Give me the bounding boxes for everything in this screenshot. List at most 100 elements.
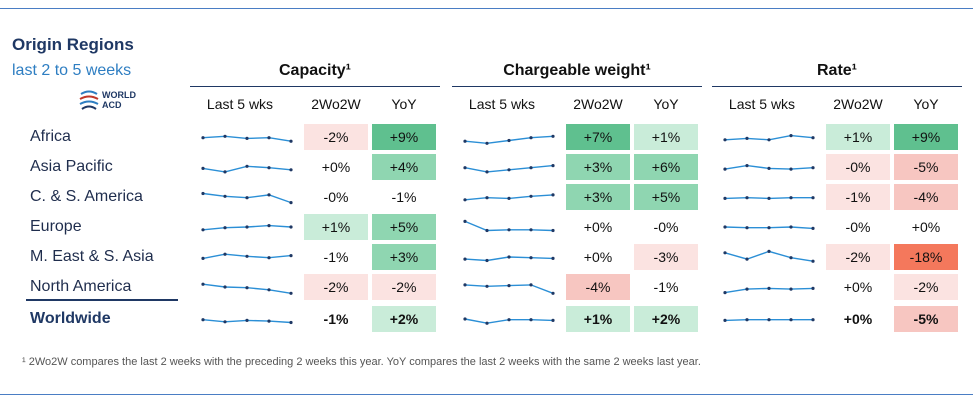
sparkline-point (289, 225, 293, 229)
sparkline-point (529, 136, 533, 140)
sparkline-point (463, 257, 467, 261)
value-cell: -2% (826, 244, 890, 270)
sparkline-point (201, 228, 205, 232)
sparkline-point (485, 170, 489, 174)
worldwide-rule (26, 299, 178, 301)
sparkline-point (767, 226, 771, 230)
sparkline (201, 252, 293, 260)
sparkline-point (789, 134, 793, 138)
value-cell: -1% (372, 184, 436, 210)
sparkline-point (723, 251, 727, 255)
value-cell: +1% (634, 124, 698, 150)
value-cell: +1% (566, 306, 630, 332)
capacity-rule (190, 86, 440, 87)
sparkline-point (245, 196, 249, 200)
row-label: North America (30, 278, 132, 295)
value-cell: -4% (566, 274, 630, 300)
sparkline (201, 318, 293, 325)
value-cell: -5% (894, 306, 958, 332)
sparkline-point (811, 136, 815, 140)
sparkline-point (767, 318, 771, 322)
sparkline-point (463, 219, 467, 223)
sparkline-point (529, 166, 533, 170)
sparkline (201, 134, 293, 143)
value-cell: -18% (894, 244, 958, 270)
sparkline-point (811, 226, 815, 230)
sparkline-point (463, 317, 467, 321)
value-cell: +9% (372, 124, 436, 150)
sparkline-point (745, 136, 749, 140)
sparkline-point (267, 256, 271, 260)
sparkline-point (201, 191, 205, 196)
row-label: C. & S. America (30, 188, 143, 205)
sparkline-point (201, 282, 205, 286)
value-cell: +3% (566, 184, 630, 210)
sparkline-point (245, 225, 249, 229)
sparkline-point (507, 168, 511, 172)
sparkline-point (745, 257, 749, 261)
row-label: Africa (30, 128, 71, 145)
sparkline (463, 193, 555, 202)
sparkline-point (745, 287, 749, 291)
value-cell: +1% (304, 214, 368, 240)
sparkline-point (289, 254, 293, 258)
value-cell: +0% (566, 214, 630, 240)
sparkline-point (723, 167, 727, 171)
sparkline-point (267, 136, 271, 140)
sparkline-point (811, 196, 815, 200)
sparkline-point (767, 196, 771, 200)
sparkline-point (745, 164, 749, 168)
value-cell: -2% (894, 274, 958, 300)
value-cell: -1% (304, 244, 368, 270)
value-cell: +2% (372, 306, 436, 332)
value-cell: -2% (304, 274, 368, 300)
column-header-yoy: YoY (913, 96, 939, 112)
sparkline (723, 164, 815, 171)
sparkline (723, 249, 815, 263)
sparkline-point (723, 291, 727, 295)
sparkline-point (551, 193, 555, 197)
sparkline-point (267, 193, 271, 197)
sparkline (723, 225, 815, 230)
value-cell: -0% (826, 154, 890, 180)
value-cell: +1% (826, 124, 890, 150)
sparkline-point (529, 228, 533, 232)
column-header-spark: Last 5 wks (206, 96, 274, 112)
sparkline-point (507, 138, 511, 143)
column-header-two-wo-two: 2Wo2W (573, 96, 623, 112)
sparkline-point (201, 136, 205, 140)
value-cell: +5% (634, 184, 698, 210)
sparkline-point (223, 320, 227, 324)
sparkline-point (529, 283, 533, 287)
sparkline (723, 286, 815, 295)
sparkline-point (289, 139, 293, 143)
sparkline-point (201, 318, 205, 322)
sparkline-point (789, 225, 793, 229)
sparkline-point (789, 287, 793, 291)
value-cell: -0% (826, 214, 890, 240)
capacity-title: Capacity¹ (278, 62, 352, 79)
value-cell: -2% (372, 274, 436, 300)
column-header-yoy: YoY (653, 96, 679, 112)
sparkline (723, 318, 815, 322)
column-header-two-wo-two: 2Wo2W (833, 96, 883, 112)
rate-rule (712, 86, 962, 87)
sparkline-point (289, 291, 293, 295)
sparkline-point (767, 138, 771, 142)
value-cell: +3% (566, 154, 630, 180)
value-cell: -5% (894, 154, 958, 180)
sparkline-point (507, 196, 511, 200)
sparkline (723, 196, 815, 200)
value-cell: +4% (372, 154, 436, 180)
sparkline-point (767, 286, 771, 290)
sparkline-point (463, 283, 467, 287)
sparkline (463, 134, 555, 145)
sparkline-point (745, 196, 749, 200)
sparkline-point (551, 291, 555, 295)
value-cell: -0% (634, 214, 698, 240)
sparkline-point (507, 228, 511, 232)
rate-title: Rate¹ (816, 62, 857, 79)
sparkline-point (789, 256, 793, 260)
sparkline-point (485, 196, 489, 200)
sparkline-point (267, 224, 271, 228)
